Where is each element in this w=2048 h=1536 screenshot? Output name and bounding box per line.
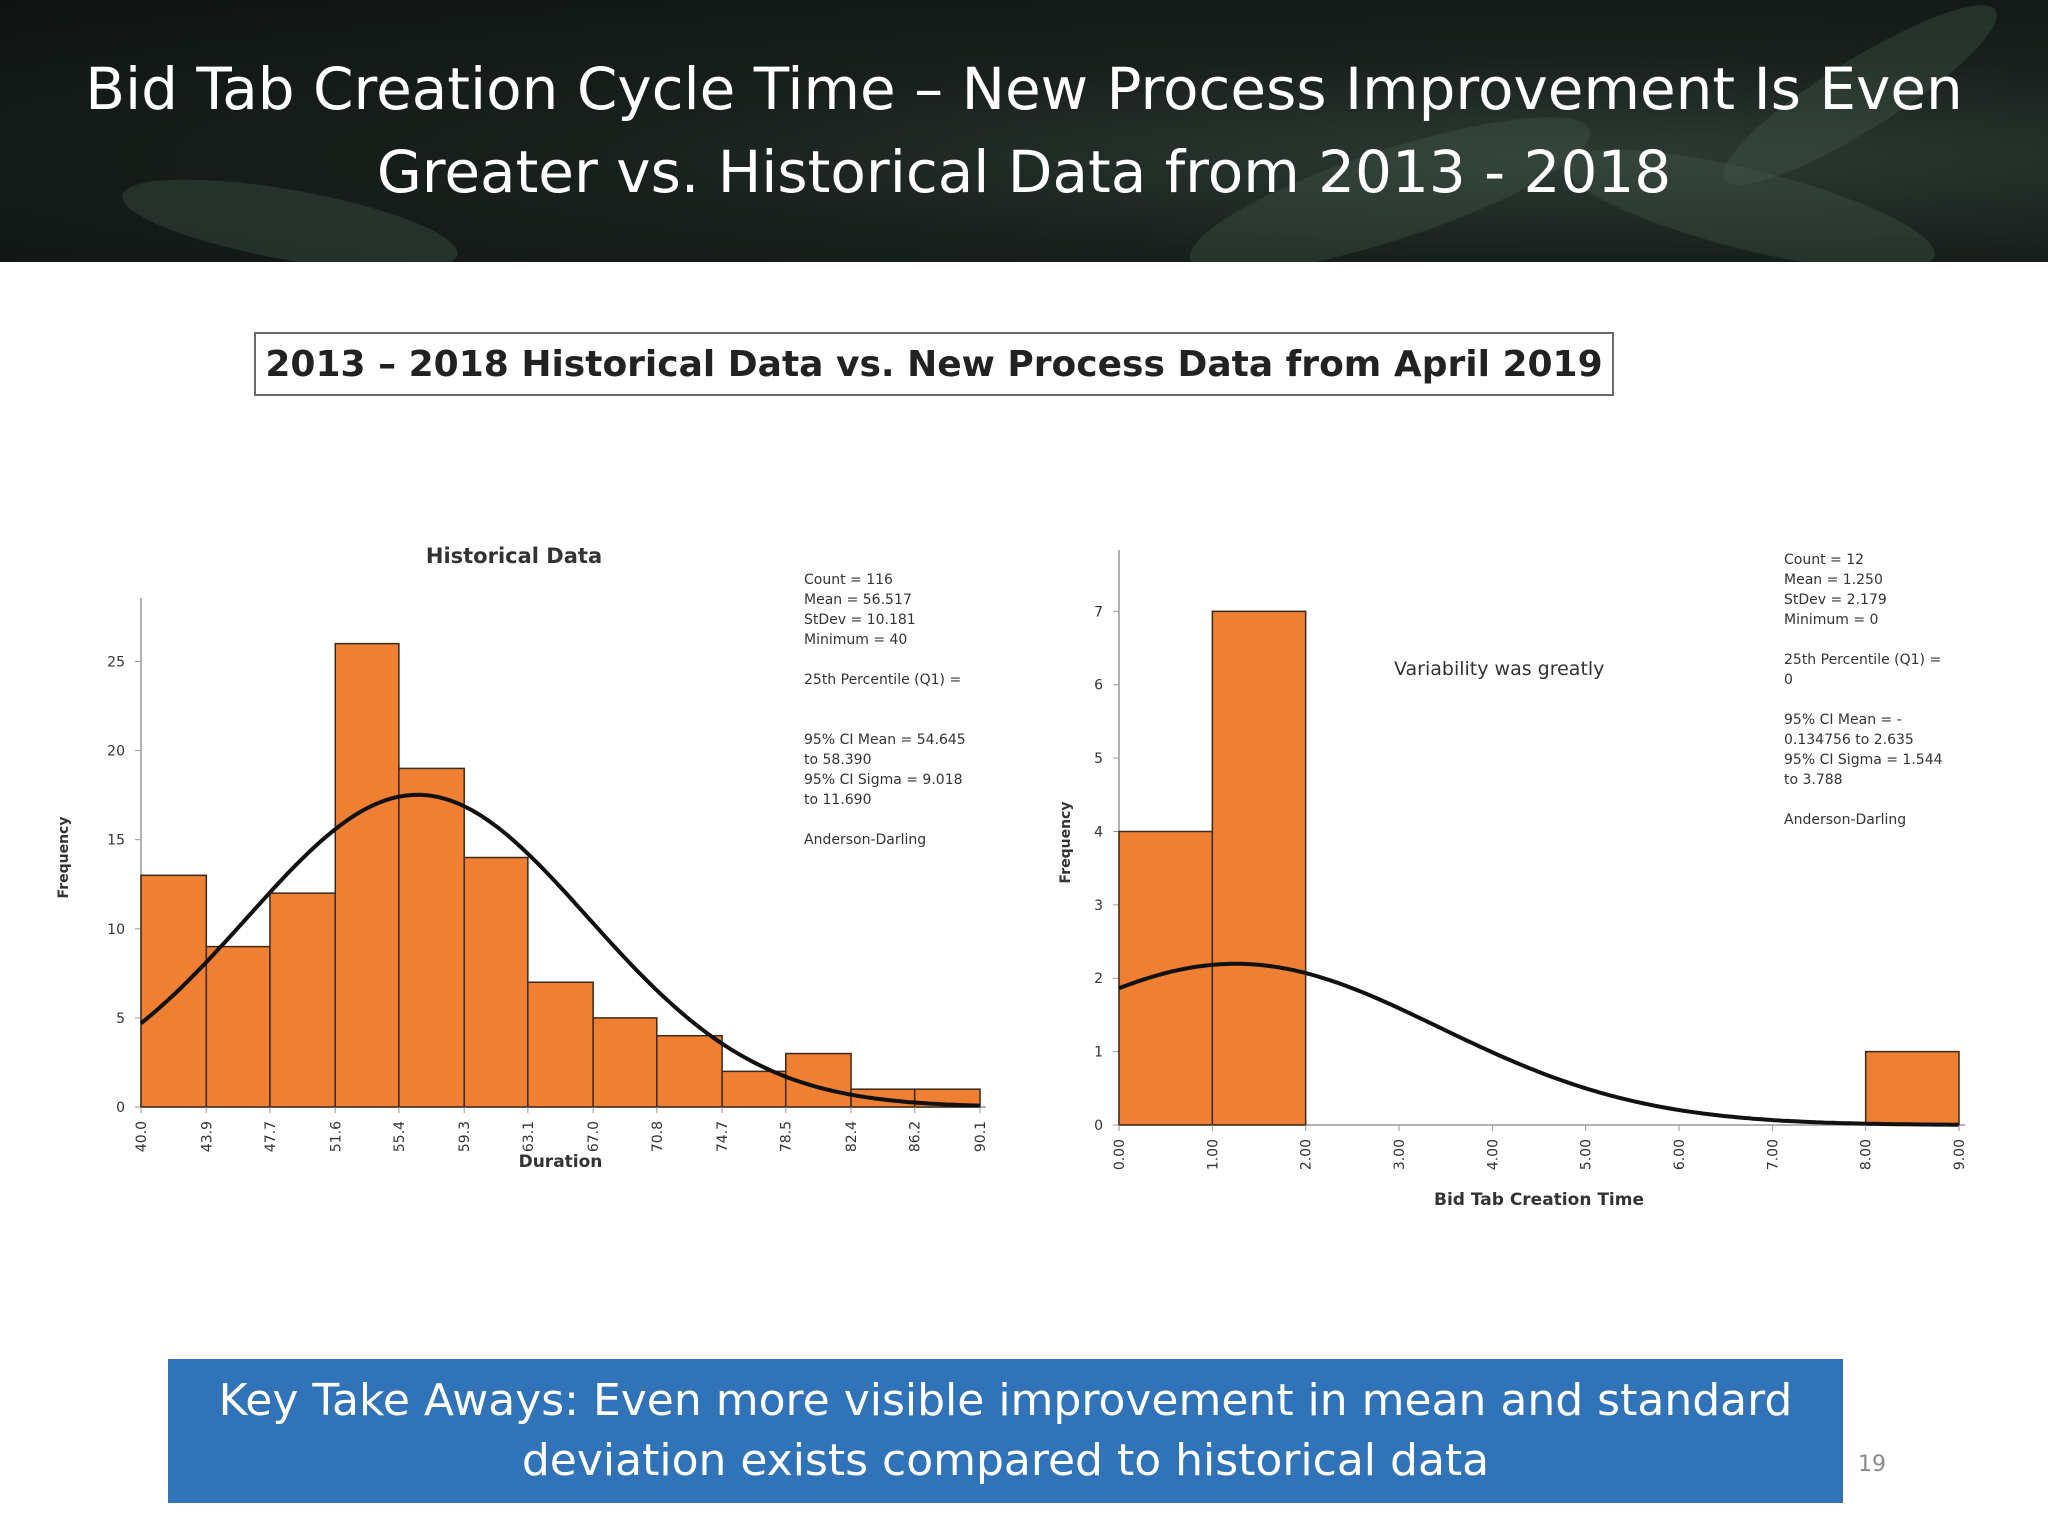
historical-y-tick-label: 10 <box>107 922 125 938</box>
title-banner: Bid Tab Creation Cycle Time – New Proces… <box>0 0 2048 262</box>
new-process-stat-line: 0.134756 to 2.635 <box>1784 732 1914 748</box>
new-process-y-axis-label: Frequency <box>1058 802 1074 884</box>
new-process-bar <box>1211 610 1307 1126</box>
historical-normal-curve <box>139 792 981 1108</box>
historical-stat-line: Minimum = 40 <box>804 632 908 648</box>
historical-bar <box>334 642 400 1108</box>
historical-stat-line: 95% CI Sigma = 9.018 <box>804 772 963 788</box>
historical-stat-line <box>804 650 966 670</box>
new-process-x-tick-label: 7.00 <box>1765 1139 1781 1170</box>
historical-x-tick-label: 55.4 <box>392 1121 408 1152</box>
new-process-y-tick-label: 3 <box>1094 898 1103 914</box>
historical-y-tick-label: 25 <box>107 654 125 670</box>
historical-y-tick-label: 20 <box>107 744 125 760</box>
new-process-x-tick-label: 6.00 <box>1672 1139 1688 1170</box>
historical-y-tick-label: 0 <box>116 1100 125 1116</box>
new-process-bar <box>1118 830 1214 1126</box>
historical-bar <box>463 856 529 1108</box>
historical-x-tick-label: 51.6 <box>328 1121 344 1152</box>
new-process-y-tick-label: 4 <box>1094 824 1103 840</box>
historical-bar <box>140 874 208 1108</box>
new-process-stat-line: 25th Percentile (Q1) = <box>1784 652 1942 668</box>
new-process-x-tick-label: 9.00 <box>1952 1139 1968 1170</box>
new-process-stat-line: Anderson-Darling <box>1784 812 1907 828</box>
new-process-stat-line: Minimum = 0 <box>1784 612 1879 628</box>
new-process-y-tick-label: 6 <box>1094 678 1103 694</box>
historical-bar <box>269 892 337 1108</box>
new-process-y-tick-label: 5 <box>1094 751 1103 767</box>
new-process-y-tick-label: 0 <box>1094 1118 1103 1134</box>
historical-bar <box>592 1017 658 1108</box>
new-process-y-tick-label: 1 <box>1094 1045 1103 1061</box>
new-process-stat-line: Mean = 1.250 <box>1784 572 1883 588</box>
historical-bar <box>656 1034 723 1108</box>
historical-x-tick-label: 63.1 <box>521 1121 537 1152</box>
new-process-stat-line: 95% CI Sigma = 1.544 <box>1784 752 1943 768</box>
new-process-stats-panel: Count = 12 Mean = 1.250 StDev = 2.179 Minim… <box>1784 550 1943 830</box>
historical-stat-line: Mean = 56.517 <box>804 592 912 608</box>
historical-histogram-chart: 0 5 10 15 20 25 40.0 43.9 47.7 51.6 55.4 59.3 63.1 67… <box>56 544 989 1172</box>
historical-y-axis-label: Frequency <box>56 817 72 899</box>
new-process-stat-line <box>1784 630 1943 650</box>
new-process-x-tick-label: 0.00 <box>1112 1139 1128 1170</box>
historical-stat-line: StDev = 10.181 <box>804 612 916 628</box>
historical-stat-line: Count = 116 <box>804 572 893 588</box>
historical-x-tick-label: 47.7 <box>263 1121 279 1152</box>
new-process-x-tick-label: 8.00 <box>1859 1139 1875 1170</box>
historical-x-tick-label: 67.0 <box>586 1121 602 1152</box>
historical-x-tick-label: 43.9 <box>199 1121 215 1152</box>
historical-x-tick-label: 82.4 <box>844 1121 860 1152</box>
new-process-x-tick-label: 5.00 <box>1579 1139 1595 1170</box>
new-process-histogram-chart: 0 1 2 3 4 5 6 7 0.00 1.00 2.00 3.00 4.00 5.00 6.00 7.00… <box>1058 550 1968 1210</box>
historical-bar <box>205 945 271 1108</box>
variability-annotation: Variability was greatly <box>1394 658 1605 680</box>
historical-x-tick-label: 70.8 <box>650 1121 666 1152</box>
historical-stat-line: 25th Percentile (Q1) = <box>804 672 962 688</box>
new-process-normal-curve <box>1118 961 1959 1127</box>
slide-title: Bid Tab Creation Cycle Time – New Proces… <box>85 55 1963 206</box>
historical-x-tick-label: 74.7 <box>715 1121 731 1152</box>
new-process-x-tick-label: 4.00 <box>1485 1139 1501 1170</box>
historical-chart-title: Historical Data <box>426 544 602 568</box>
new-process-stat-line: 95% CI Mean = - <box>1784 712 1902 728</box>
new-process-x-tick-label: 3.00 <box>1392 1139 1408 1170</box>
historical-stat-line: to 58.390 <box>804 752 872 768</box>
historical-x-tick-label: 40.0 <box>134 1121 150 1152</box>
historical-stat-line <box>804 710 966 730</box>
new-process-stat-line: to 3.788 <box>1784 772 1843 788</box>
new-process-x-tick-label: 1.00 <box>1205 1139 1221 1170</box>
historical-stat-line: 95% CI Mean = 54.645 <box>804 732 966 748</box>
new-process-y-tick-label: 7 <box>1094 604 1103 620</box>
historical-y-tick-label: 5 <box>116 1011 125 1027</box>
key-takeaways-box: Key Take Aways: Even more visible improv… <box>168 1359 1843 1503</box>
historical-x-tick-label: 90.1 <box>973 1121 989 1152</box>
chart-comparison-heading: 2013 – 2018 Historical Data vs. New Proc… <box>254 332 1614 396</box>
historical-stat-line: Anderson-Darling <box>804 832 927 848</box>
historical-bar <box>721 1070 787 1108</box>
historical-stat-line <box>804 690 966 710</box>
historical-stat-line: to 11.690 <box>804 792 872 808</box>
historical-x-axis-label: Duration <box>519 1152 603 1172</box>
historical-bar <box>398 767 465 1108</box>
new-process-stat-line <box>1784 790 1943 810</box>
new-process-x-axis-label: Bid Tab Creation Time <box>1434 1190 1644 1210</box>
historical-y-tick-label: 15 <box>107 833 125 849</box>
historical-x-tick-label: 86.2 <box>908 1121 924 1152</box>
historical-x-tick-label: 78.5 <box>779 1121 795 1152</box>
new-process-stat-line: Count = 12 <box>1784 552 1865 568</box>
new-process-x-tick-label: 2.00 <box>1299 1139 1315 1170</box>
new-process-bar <box>1864 1050 1960 1126</box>
new-process-stat-line <box>1784 690 1943 710</box>
historical-stat-line <box>804 810 966 830</box>
historical-bar <box>527 981 594 1108</box>
historical-x-tick-label: 59.3 <box>457 1121 473 1152</box>
page-number: 19 <box>1858 1452 1886 1477</box>
new-process-stat-line: StDev = 2.179 <box>1784 592 1887 608</box>
new-process-y-tick-label: 2 <box>1094 971 1103 987</box>
new-process-stat-line: 0 <box>1784 672 1793 688</box>
historical-stats-panel: Count = 116 Mean = 56.517 StDev = 10.181 Mi… <box>804 570 966 850</box>
